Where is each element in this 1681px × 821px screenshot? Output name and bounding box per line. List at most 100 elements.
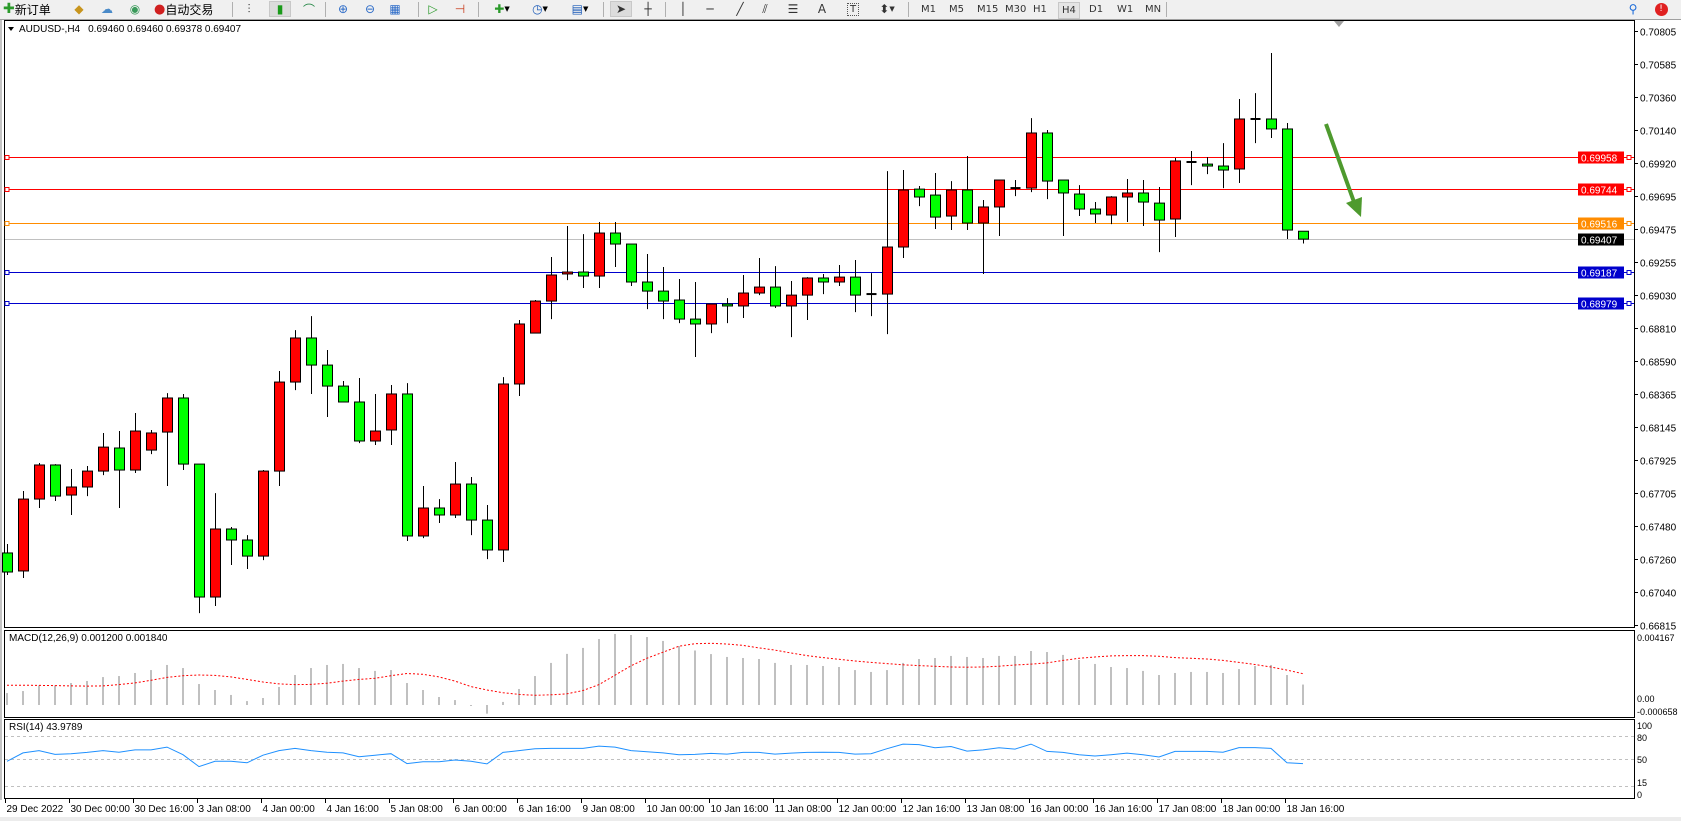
rsi-line bbox=[6, 743, 1304, 768]
candle bbox=[354, 378, 365, 444]
candle bbox=[786, 280, 797, 338]
timeframe-m30[interactable]: M30 bbox=[1005, 4, 1027, 15]
dropdown-icon: ▼ bbox=[582, 5, 589, 13]
new-chart-button[interactable]: ✚ ▼ bbox=[487, 1, 517, 17]
level-handle-icon[interactable] bbox=[4, 270, 10, 275]
time-axis-label: 13 Jan 08:00 bbox=[967, 804, 1025, 815]
candle bbox=[290, 330, 301, 391]
macd-histogram-bar bbox=[790, 664, 792, 705]
zoom-out-button[interactable]: ⊖ bbox=[361, 1, 379, 17]
candle bbox=[834, 265, 845, 287]
macd-histogram-bar bbox=[374, 670, 376, 705]
fibonacci-button[interactable]: ☰ bbox=[784, 1, 802, 17]
candle-body bbox=[274, 381, 285, 472]
macd-histogram-bar bbox=[1270, 664, 1272, 705]
candle bbox=[514, 319, 525, 397]
candle-body bbox=[1122, 192, 1133, 198]
macd-histogram-bar bbox=[1190, 671, 1192, 705]
price-axis-label: 0.68590 bbox=[1640, 358, 1677, 369]
timeframe-m15[interactable]: M15 bbox=[977, 4, 999, 15]
zoom-in-button[interactable]: ⊕ bbox=[334, 1, 352, 17]
timeframe-h1[interactable]: H1 bbox=[1033, 4, 1047, 15]
cursor-button[interactable]: ➤ bbox=[610, 1, 632, 17]
macd-histogram-bar bbox=[998, 655, 1000, 705]
level-handle-icon[interactable] bbox=[1626, 187, 1632, 192]
level-price-label: 0.69187 bbox=[1581, 269, 1618, 280]
tile-windows-button[interactable]: ▦ bbox=[386, 1, 404, 17]
candle-body bbox=[994, 179, 1005, 208]
timeframe-d1[interactable]: D1 bbox=[1089, 4, 1104, 15]
level-handle-icon[interactable] bbox=[1626, 221, 1632, 226]
templates-button[interactable]: ▤ ▼ bbox=[564, 1, 596, 17]
price-axis-label: 0.66815 bbox=[1640, 622, 1677, 633]
macd-histogram-bar bbox=[646, 637, 648, 705]
level-price-tag bbox=[1578, 151, 1624, 164]
candle bbox=[370, 393, 381, 446]
candle-body bbox=[1234, 118, 1245, 170]
level-handle-icon[interactable] bbox=[4, 187, 10, 192]
candle-body bbox=[34, 464, 45, 500]
vertical-line-button[interactable]: │ bbox=[674, 1, 692, 17]
crosshair-icon: ┼ bbox=[644, 2, 652, 16]
notifications-button[interactable]: ! bbox=[1651, 1, 1671, 17]
candle-body bbox=[258, 470, 269, 557]
macd-histogram-bar bbox=[422, 690, 424, 705]
crosshair-button[interactable]: ┼ bbox=[639, 1, 657, 17]
market-watch-button[interactable]: ◆ bbox=[70, 1, 88, 17]
horizontal-line-button[interactable]: ─ bbox=[701, 1, 719, 17]
equidistant-channel-button[interactable]: ⫽ bbox=[756, 1, 774, 17]
timeframe-m1[interactable]: M1 bbox=[921, 4, 936, 15]
candles bbox=[2, 53, 1309, 614]
down-arrow-annotation[interactable] bbox=[1324, 123, 1362, 217]
timeframe-w1[interactable]: W1 bbox=[1117, 4, 1134, 15]
candle bbox=[130, 413, 141, 474]
candle-body bbox=[242, 539, 253, 557]
macd-histogram-bar bbox=[54, 685, 56, 705]
bar-chart-button[interactable]: ⫶ bbox=[240, 1, 258, 17]
candlestick-button[interactable]: ▮ bbox=[269, 1, 291, 17]
candle bbox=[738, 275, 749, 319]
trendline-button[interactable]: ╱ bbox=[731, 1, 749, 17]
level-handle-icon[interactable] bbox=[1626, 270, 1632, 275]
level-handle-icon[interactable] bbox=[4, 221, 10, 226]
text-button[interactable]: A bbox=[813, 1, 831, 17]
auto-scroll-button[interactable]: ▷ bbox=[424, 1, 442, 17]
macd-histogram-bar bbox=[806, 664, 808, 705]
macd-histogram-bar bbox=[982, 657, 984, 705]
data-window-button[interactable]: ☁ bbox=[98, 1, 116, 17]
macd-histogram-bar bbox=[774, 662, 776, 705]
new-order-button[interactable]: ✚ 新订单 bbox=[3, 1, 61, 17]
navigator-button[interactable]: ◉ bbox=[126, 1, 144, 17]
chart-shift-icon: ⊣ bbox=[454, 2, 466, 16]
auto-trading-button[interactable]: ● 自动交易 bbox=[154, 1, 226, 17]
template-icon: ▤ bbox=[571, 2, 583, 16]
macd-histogram-bar bbox=[150, 670, 152, 705]
timeframe-mn[interactable]: MN bbox=[1145, 4, 1162, 15]
time-axis-label: 18 Jan 16:00 bbox=[1287, 804, 1345, 815]
time-axis-label: 4 Jan 16:00 bbox=[327, 804, 380, 815]
level-handle-icon[interactable] bbox=[4, 301, 10, 306]
arrows-button[interactable]: ⬍ ▼ bbox=[871, 1, 903, 17]
candle bbox=[498, 377, 509, 563]
chart-shift-button[interactable]: ⊣ bbox=[451, 1, 469, 17]
text-label-button[interactable]: T bbox=[844, 1, 862, 17]
level-handle-icon[interactable] bbox=[1626, 155, 1632, 160]
level-handle-icon[interactable] bbox=[1626, 301, 1632, 306]
timeframe-h4[interactable]: H4 bbox=[1058, 2, 1080, 19]
periods-button[interactable]: ◷ ▼ bbox=[524, 1, 556, 17]
candle bbox=[674, 279, 685, 324]
chart-shift-marker-icon[interactable] bbox=[1334, 21, 1344, 27]
price-axis-label: 0.67260 bbox=[1640, 556, 1677, 567]
candle-body bbox=[210, 528, 221, 598]
macd-signal-line bbox=[7, 642, 1304, 696]
search-button[interactable]: ⚲ bbox=[1624, 1, 1642, 17]
timeframe-m5[interactable]: M5 bbox=[949, 4, 964, 15]
macd-histogram-bar bbox=[1286, 675, 1288, 705]
candle bbox=[690, 282, 701, 358]
line-chart-button[interactable]: ⌒ bbox=[300, 1, 318, 17]
candle-body bbox=[226, 528, 237, 541]
level-handle-icon[interactable] bbox=[4, 155, 10, 160]
header-dropdown-icon[interactable] bbox=[8, 27, 14, 31]
candle bbox=[994, 179, 1005, 237]
